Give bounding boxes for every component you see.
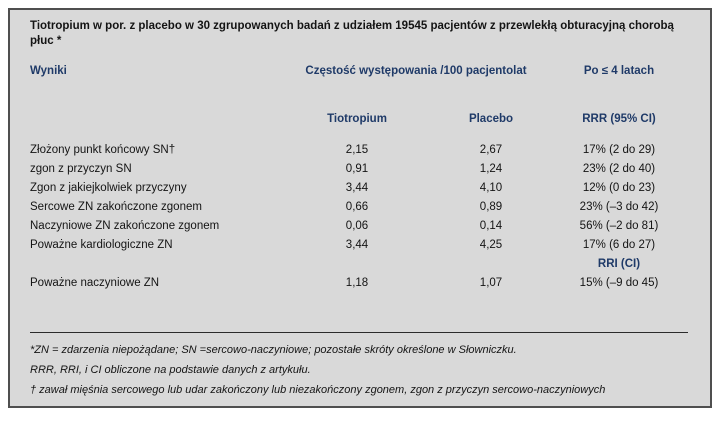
cell-placebo: 4,10 [479, 182, 503, 194]
sub-header-row: Tiotropium Placebo RRR (95% CI) [30, 110, 688, 129]
cell-tiotropium: 0,06 [345, 220, 369, 232]
subheader-spacer [30, 110, 282, 129]
footnote-line: RRR, RRI, i CI obliczone na podstawie da… [30, 364, 311, 376]
cell-tiotropium: 3,44 [345, 182, 369, 194]
subheader-rrr: RRR (95% CI) [582, 113, 656, 125]
cell-tiotropium: 2,15 [345, 144, 369, 156]
subheader-tiotropium: Tiotropium [327, 113, 387, 125]
column-header-after: Po ≤ 4 latach [583, 65, 655, 77]
data-rows: Złożony punkt końcowy SN† 2,15 2,67 17% … [30, 141, 688, 293]
row-label: Sercowe ZN zakończone zgonem [30, 201, 202, 213]
subheader-placebo: Placebo [468, 113, 514, 125]
row-label: Poważne kardiologiczne ZN [30, 239, 173, 251]
cell-tiotropium: 0,66 [345, 201, 369, 213]
empty-cell [30, 255, 282, 274]
cell-rrr: 23% (2 do 40) [582, 163, 656, 175]
footnotes: *ZN = zdarzenia niepożądane; SN =sercowo… [30, 340, 688, 400]
cell-placebo: 0,14 [479, 220, 503, 232]
row-label: Poważne naczyniowe ZN [30, 277, 160, 289]
results-table-panel: Tiotropium w por. z placebo w 30 zgrupow… [8, 8, 712, 408]
cell-placebo: 4,25 [479, 239, 503, 251]
cell-placebo: 1,07 [479, 277, 503, 289]
empty-cell [432, 255, 550, 274]
empty-cell [282, 255, 432, 274]
cell-rrr: 12% (0 do 23) [582, 182, 656, 194]
column-header-row: Wyniki Częstość występowania /100 pacjen… [30, 62, 688, 81]
cell-tiotropium: 1,18 [345, 277, 369, 289]
footnote-line: *ZN = zdarzenia niepożądane; SN =sercowo… [30, 344, 517, 356]
cell-rrr: 17% (2 do 29) [582, 144, 656, 156]
rri-header: RRI (CI) [597, 258, 641, 270]
footnote-line: † zawał mięśnia sercowego lub udar zakoń… [30, 384, 606, 396]
cell-tiotropium: 0,91 [345, 163, 369, 175]
footnote-divider [30, 332, 688, 333]
row-label: zgon z przyczyn SN [30, 163, 132, 175]
row-label: Złożony punkt końcowy SN† [30, 144, 176, 156]
cell-rri: 15% (–9 do 45) [579, 277, 659, 289]
cell-rrr: 17% (6 do 27) [582, 239, 656, 251]
column-header-frequency: Częstość występowania /100 pacjentolat [305, 65, 527, 77]
row-label: Zgon z jakiejkolwiek przyczyny [30, 182, 187, 194]
row-label: Naczyniowe ZN zakończone zgonem [30, 220, 220, 232]
cell-rrr: 56% (–2 do 81) [579, 220, 659, 232]
cell-tiotropium: 3,44 [345, 239, 369, 251]
column-header-results: Wyniki [30, 65, 67, 77]
cell-placebo: 1,24 [479, 163, 503, 175]
cell-placebo: 2,67 [479, 144, 503, 156]
cell-rrr: 23% (–3 do 42) [579, 201, 659, 213]
table-title: Tiotropium w por. z placebo w 30 zgrupow… [30, 20, 674, 47]
cell-placebo: 0,89 [479, 201, 503, 213]
